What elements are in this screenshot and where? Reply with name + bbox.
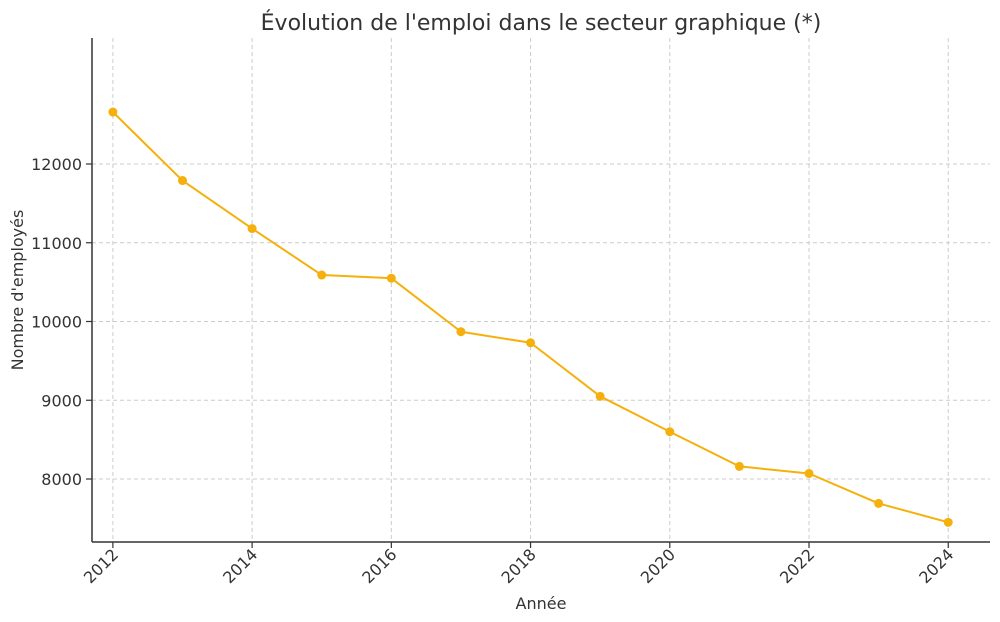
data-point: [386, 273, 396, 283]
y-tick-label: 11000: [31, 234, 82, 253]
chart-title: Évolution de l'emploi dans le secteur gr…: [261, 10, 822, 36]
x-tick-label: 2020: [637, 545, 679, 587]
data-point: [317, 270, 327, 280]
y-tick-label: 9000: [41, 391, 82, 410]
x-tick-label: 2024: [915, 545, 957, 587]
grid-layer: [92, 38, 990, 542]
data-point: [874, 498, 884, 508]
data-point: [526, 338, 536, 348]
data-point: [108, 107, 118, 117]
data-point: [595, 391, 605, 401]
x-axis-label: Année: [516, 594, 567, 613]
tick-layer: 2012 2014 2016 2018 2020 2022 2024 8000 9000 1000…: [31, 155, 957, 587]
y-tick-label: 8000: [41, 470, 82, 489]
y-tick-label: 10000: [31, 313, 82, 332]
data-point: [247, 224, 257, 234]
y-tick-label: 12000: [31, 155, 82, 174]
data-layer: [108, 107, 953, 527]
x-tick-label: 2022: [776, 545, 818, 587]
data-point: [943, 517, 953, 527]
x-tick-label: 2016: [358, 545, 400, 587]
data-point: [734, 461, 744, 471]
data-point: [665, 427, 675, 437]
data-point: [456, 327, 466, 337]
x-tick-label: 2014: [219, 545, 261, 587]
x-tick-label: 2012: [80, 545, 122, 587]
data-point: [177, 176, 187, 186]
x-tick-label: 2018: [498, 545, 540, 587]
y-axis-label: Nombre d'employés: [8, 210, 27, 371]
data-point: [804, 468, 814, 478]
